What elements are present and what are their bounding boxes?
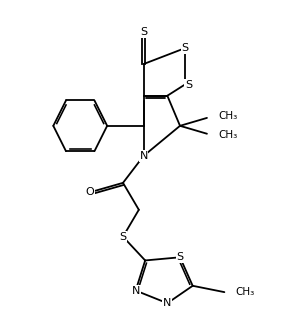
Text: N: N	[163, 298, 172, 308]
Text: CH₃: CH₃	[235, 287, 255, 297]
Text: S: S	[140, 27, 147, 37]
Text: O: O	[85, 187, 94, 197]
Text: S: S	[185, 79, 192, 90]
Text: CH₃: CH₃	[218, 130, 237, 140]
Text: CH₃: CH₃	[218, 111, 237, 121]
Text: N: N	[131, 286, 140, 296]
Text: S: S	[176, 252, 183, 262]
Text: N: N	[139, 151, 148, 161]
Text: S: S	[181, 43, 188, 53]
Text: S: S	[120, 232, 127, 242]
